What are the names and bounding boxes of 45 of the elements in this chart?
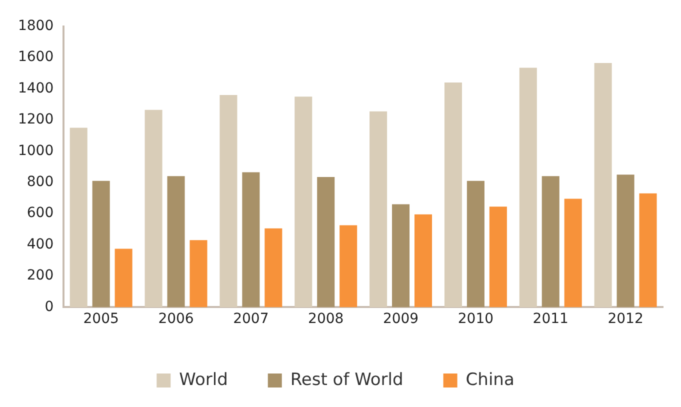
x-tick-label: 2012 xyxy=(608,311,644,328)
bar xyxy=(242,172,260,308)
bar xyxy=(294,96,312,308)
bar xyxy=(594,63,612,308)
bar xyxy=(370,111,388,308)
bar xyxy=(414,214,432,308)
y-tick-label: 200 xyxy=(26,268,54,284)
bar xyxy=(392,204,410,308)
y-tick-label: 800 xyxy=(26,174,54,190)
legend-label: World xyxy=(179,370,228,390)
bar xyxy=(444,82,462,308)
bar xyxy=(114,248,132,308)
x-tick-label: 2010 xyxy=(458,311,494,328)
bar xyxy=(542,176,560,308)
x-tick-label: 2006 xyxy=(158,311,194,328)
y-tick-label: 1400 xyxy=(18,80,54,96)
y-tick-label: 1600 xyxy=(18,49,54,66)
bar xyxy=(144,110,162,308)
bar xyxy=(220,95,238,308)
x-tick-label: 2011 xyxy=(532,311,568,328)
x-tick-label: 2008 xyxy=(308,311,344,328)
bar xyxy=(340,225,358,308)
bar xyxy=(190,240,208,308)
x-tick-label: 2007 xyxy=(233,311,269,328)
bar xyxy=(466,180,484,308)
y-tick-label: 600 xyxy=(26,205,54,222)
bar xyxy=(489,206,507,308)
bar xyxy=(92,180,110,308)
y-tick-label: 400 xyxy=(26,236,54,252)
y-tick-label: 1800 xyxy=(18,18,54,34)
bar xyxy=(70,128,88,308)
legend-label: Rest of World xyxy=(290,370,404,390)
bar xyxy=(264,228,282,308)
y-tick-label: 1200 xyxy=(18,112,54,128)
x-tick-label: 2005 xyxy=(83,311,119,328)
x-tick-label: 2009 xyxy=(382,311,419,328)
bar xyxy=(317,176,335,308)
y-tick-label: 1000 xyxy=(18,142,54,159)
bar xyxy=(616,174,634,308)
bar xyxy=(519,68,537,308)
bar xyxy=(167,176,185,308)
y-tick-label: 0 xyxy=(44,298,54,315)
legend-label: China xyxy=(466,370,514,390)
bar xyxy=(639,193,657,308)
bar xyxy=(564,198,582,308)
